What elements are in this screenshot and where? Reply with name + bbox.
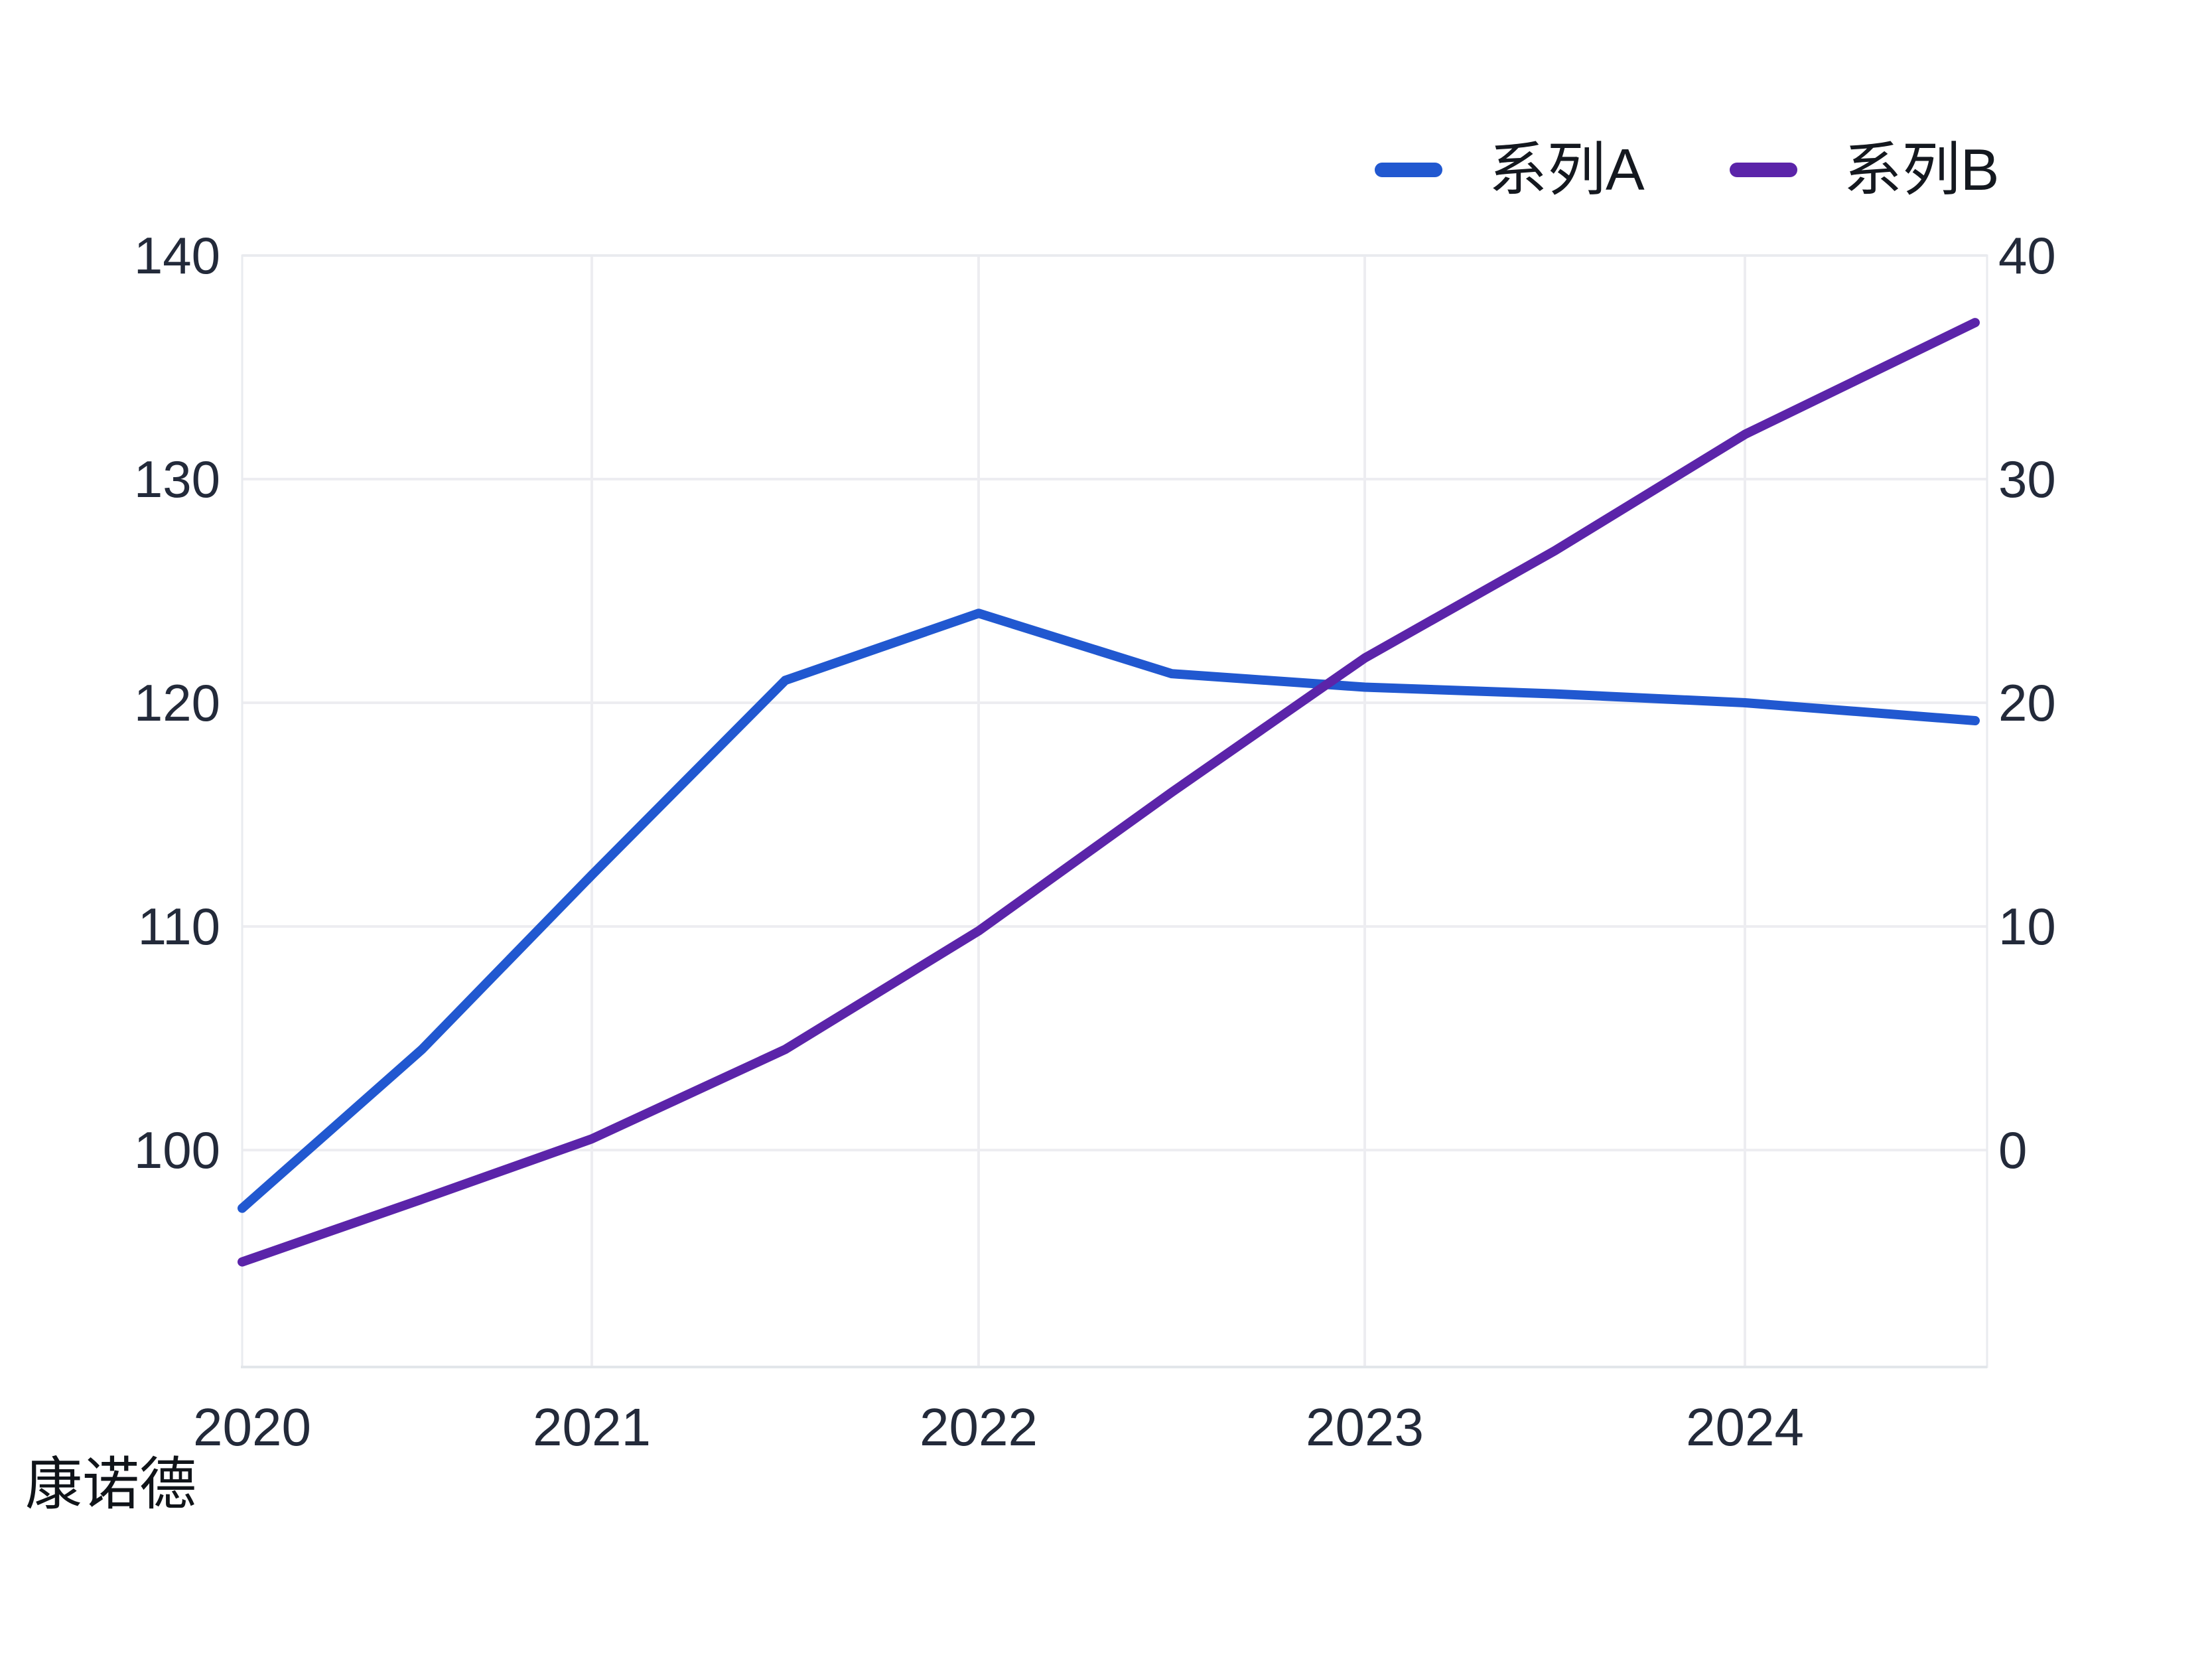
series-line-b (238, 318, 1980, 1267)
y-axis-left-tick-label: 130 (134, 450, 220, 508)
x-axis-tick-label: 2022 (920, 1398, 1038, 1457)
series-b-swatch-icon (1729, 163, 1797, 177)
y-axis-right-tick-label: 10 (1998, 897, 2056, 956)
x-axis-tick-label: 2024 (1686, 1398, 1804, 1457)
series-line-a (238, 609, 1980, 1213)
legend-label-series-a: 系列A (1489, 137, 1645, 202)
watermark-text: 康诺德 (25, 1453, 196, 1516)
legend-item-series-a[interactable]: 系列A (1375, 141, 1645, 199)
y-axis-right-tick-label: 20 (1998, 674, 2056, 732)
series-a-swatch-icon (1375, 163, 1442, 177)
y-axis-left-tick-label: 120 (134, 674, 220, 732)
legend: 系列A 系列B (1375, 138, 1999, 202)
y-axis-right-tick-label: 0 (1998, 1121, 2027, 1179)
x-axis-tick-label: 2023 (1306, 1398, 1424, 1457)
y-axis-left-tick-label: 100 (134, 1121, 220, 1179)
series-layer (238, 318, 1980, 1267)
x-axis-tick-label: 2020 (193, 1398, 311, 1457)
x-axis-tick-label: 2021 (533, 1398, 651, 1457)
y-axis-right-tick-label: 40 (1998, 226, 2056, 285)
grid-layer (241, 254, 1988, 1368)
y-axis-left-tick-label: 110 (138, 897, 220, 956)
legend-item-series-b[interactable]: 系列B (1729, 137, 2000, 202)
y-axis-left-tick-label: 140 (134, 226, 220, 285)
y-axis-right-tick-label: 30 (1998, 450, 2056, 508)
plot-border (241, 254, 1988, 1368)
legend-label-series-b: 系列B (1843, 137, 2000, 202)
